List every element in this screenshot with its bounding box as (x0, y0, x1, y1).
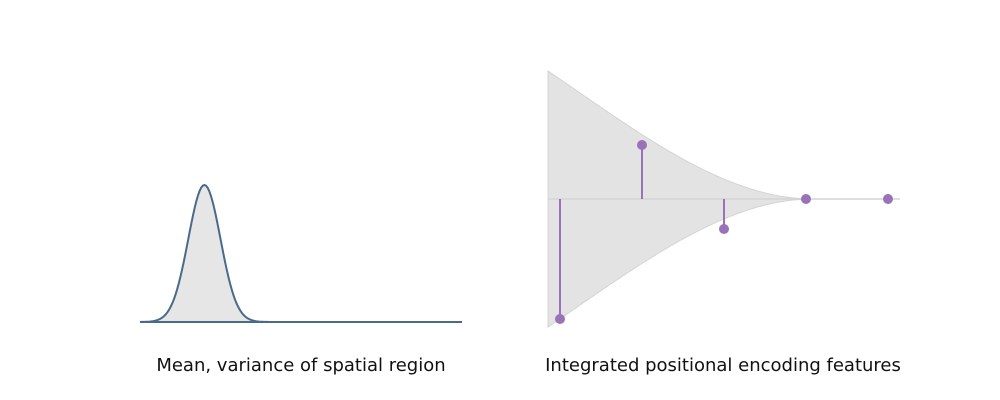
feature-dot (801, 194, 811, 204)
feature-dot (719, 224, 729, 234)
gaussian-fill (140, 185, 462, 322)
left-caption: Mean, variance of spatial region (156, 355, 445, 376)
encoding-panel (547, 70, 900, 328)
feature-dot (555, 314, 565, 324)
feature-dot (637, 140, 647, 150)
right-caption: Integrated positional encoding features (545, 355, 901, 376)
gaussian-panel (139, 183, 462, 323)
feature-dot (883, 194, 893, 204)
gaussian-curve (139, 183, 462, 323)
feature-stems (555, 140, 893, 324)
